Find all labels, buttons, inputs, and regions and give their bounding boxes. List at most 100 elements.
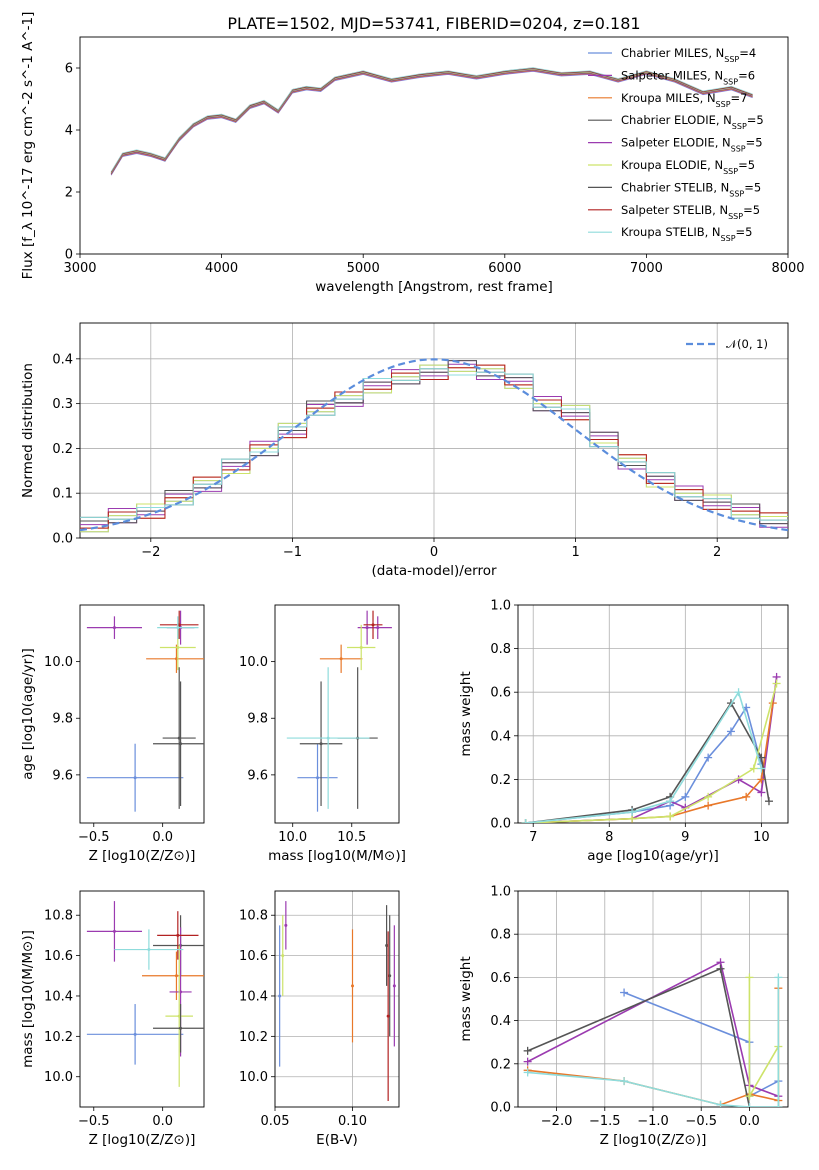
y-tick-label: 10.8 bbox=[239, 909, 268, 924]
y-tick-label: 10.8 bbox=[44, 909, 73, 924]
legend-count: =4 bbox=[739, 46, 756, 60]
legend-subscript: SSP bbox=[728, 211, 743, 220]
data-point bbox=[179, 990, 183, 994]
y-tick-label: 10.2 bbox=[44, 1030, 73, 1045]
legend-entry: Kroupa ELODIE, NSSP=5 bbox=[621, 158, 755, 176]
age-vs-mass-axes: 10.0 10.5 9.6 9.8 10.0 mass [log10(M/M⊙)] bbox=[239, 604, 406, 864]
x-tick-label: 0.0 bbox=[152, 1114, 173, 1129]
mass-vs-Z-axes: −0.5 0.0 10.0 10.2 10.4 10.6 10.8 Z [log10(Z/Z⊙… bbox=[20, 890, 205, 1148]
axes-frame bbox=[517, 604, 789, 824]
histogram-step bbox=[80, 363, 788, 528]
y-axis-label: age [log10(age/yr)] bbox=[20, 648, 36, 780]
legend-entry: Salpeter MILES, NSSP=6 bbox=[621, 68, 755, 86]
axes-frame bbox=[274, 604, 400, 824]
y-tick-label: 0.4 bbox=[490, 729, 511, 744]
legend-count: =7 bbox=[731, 91, 748, 105]
data-point bbox=[177, 623, 181, 627]
x-tick-label: 2 bbox=[713, 545, 721, 560]
x-tick-label: 9 bbox=[681, 830, 689, 845]
x-axis-label: Z [log10(Z/Z⊙)] bbox=[89, 848, 196, 864]
data-point bbox=[284, 923, 288, 927]
y-tick-label: 0.2 bbox=[52, 442, 73, 457]
data-point bbox=[319, 742, 323, 746]
mass-vs-EBV-axes: 0.05 0.10 10.0 10.2 10.4 10.6 10.8 E(B-V) bbox=[239, 890, 400, 1148]
y-tick-label: 0.2 bbox=[490, 1057, 511, 1072]
data-point bbox=[371, 623, 375, 627]
figure-title: PLATE=1502, MJD=53741, FIBERID=0204, z=0… bbox=[227, 14, 640, 33]
mass-weight-vs-Z-axes: −2.0 −1.5 −1.0 −0.5 0.0 0.0 0.2 0.4 0.6 0.8 1.0 Z [… bbox=[458, 885, 789, 1148]
histogram-step bbox=[80, 364, 788, 529]
legend-subscript: SSP bbox=[729, 189, 744, 198]
y-axis-label: Flux [f_λ 10^-17 erg cm^-2 s^-1 A^-1] bbox=[20, 12, 36, 280]
y-tick-label: 10.0 bbox=[44, 1070, 73, 1085]
y-tick-label: 9.8 bbox=[247, 712, 268, 727]
x-axis-label: wavelength [Angstrom, rest frame] bbox=[315, 279, 553, 295]
y-tick-label: 9.6 bbox=[247, 768, 268, 783]
spectrum-axes: 3000 4000 5000 6000 7000 8000 0 2 4 6 wavelength [… bbox=[20, 12, 805, 295]
legend-entry: Kroupa STELIB, NSSP=5 bbox=[621, 225, 752, 243]
data-point bbox=[174, 974, 178, 978]
legend-subscript: SSP bbox=[723, 167, 738, 176]
y-tick-label: 4 bbox=[65, 124, 73, 139]
x-tick-label: −1.5 bbox=[589, 1114, 621, 1129]
y-tick-label: 1.0 bbox=[490, 885, 511, 900]
y-axis-label: Normed distribution bbox=[20, 363, 36, 498]
series-line bbox=[525, 690, 763, 823]
data-point bbox=[388, 974, 392, 978]
data-point bbox=[316, 776, 320, 780]
y-tick-label: 0.8 bbox=[490, 642, 511, 657]
x-axis-label: E(B-V) bbox=[316, 1132, 358, 1148]
legend-subscript: SSP bbox=[724, 55, 739, 64]
x-tick-label: 3000 bbox=[63, 261, 96, 276]
y-tick-label: 0.0 bbox=[490, 817, 511, 832]
x-tick-label: −0.5 bbox=[78, 1114, 110, 1129]
y-tick-label: 10.0 bbox=[239, 655, 268, 670]
y-tick-label: 0.2 bbox=[490, 773, 511, 788]
data-point bbox=[385, 944, 389, 948]
data-point bbox=[179, 1026, 183, 1030]
y-tick-label: 10.2 bbox=[239, 1030, 268, 1045]
mass-vs-Z-marks bbox=[86, 901, 204, 1087]
data-point bbox=[176, 626, 180, 630]
y-tick-label: 0.0 bbox=[52, 532, 73, 547]
series-line bbox=[525, 683, 778, 823]
legend-count: =5 bbox=[736, 225, 753, 239]
data-point bbox=[281, 954, 285, 958]
residuals-marks bbox=[80, 358, 788, 533]
y-tick-label: 0.4 bbox=[52, 352, 73, 367]
y-axis-label: mass weight bbox=[458, 956, 474, 1041]
x-tick-label: −2 bbox=[141, 545, 160, 560]
y-tick-label: 10.0 bbox=[239, 1070, 268, 1085]
age-vs-Z-axes: −0.5 0.0 9.6 9.8 10.0 Z [log10(Z/Z⊙)] age [log… bbox=[20, 604, 205, 864]
legend-entry: Chabrier STELIB, NSSP=5 bbox=[621, 180, 761, 198]
legend-count: =5 bbox=[746, 136, 763, 150]
y-tick-label: 9.8 bbox=[52, 712, 73, 727]
axes-frame bbox=[79, 322, 789, 539]
x-axis-label: Z [log10(Z/Z⊙)] bbox=[600, 1132, 707, 1148]
spectrum-legend: Chabrier MILES, NSSP=4 Salpeter MILES, NS… bbox=[588, 46, 764, 243]
x-tick-label: 7 bbox=[529, 830, 537, 845]
data-point bbox=[176, 933, 180, 937]
x-tick-label: 7000 bbox=[630, 261, 663, 276]
data-point bbox=[179, 742, 183, 746]
y-tick-label: 10.4 bbox=[239, 989, 268, 1004]
legend-subscript: SSP bbox=[731, 144, 746, 153]
legend-subscript: SSP bbox=[723, 77, 738, 86]
x-tick-label: 1 bbox=[571, 545, 579, 560]
legend-subscript: SSP bbox=[716, 99, 731, 108]
axes-frame bbox=[79, 604, 205, 824]
series-line bbox=[748, 977, 780, 1107]
data-point bbox=[278, 994, 282, 998]
mass-weight-vs-age-axes: 7 8 9 10 0.0 0.2 0.4 0.6 0.8 1.0 age [log10(age/yr… bbox=[458, 599, 789, 864]
axes-frame bbox=[79, 890, 205, 1108]
y-tick-label: 0.3 bbox=[52, 397, 73, 412]
legend-entry: Chabrier MILES, NSSP=4 bbox=[621, 46, 756, 64]
y-tick-label: 10.4 bbox=[44, 989, 73, 1004]
legend-entry: Salpeter STELIB, NSSP=5 bbox=[621, 203, 760, 221]
histogram-step bbox=[80, 368, 788, 521]
legend-count: =5 bbox=[738, 158, 755, 172]
data-point bbox=[326, 736, 330, 740]
y-tick-label: 9.6 bbox=[52, 768, 73, 783]
y-tick-label: 2 bbox=[65, 186, 73, 201]
